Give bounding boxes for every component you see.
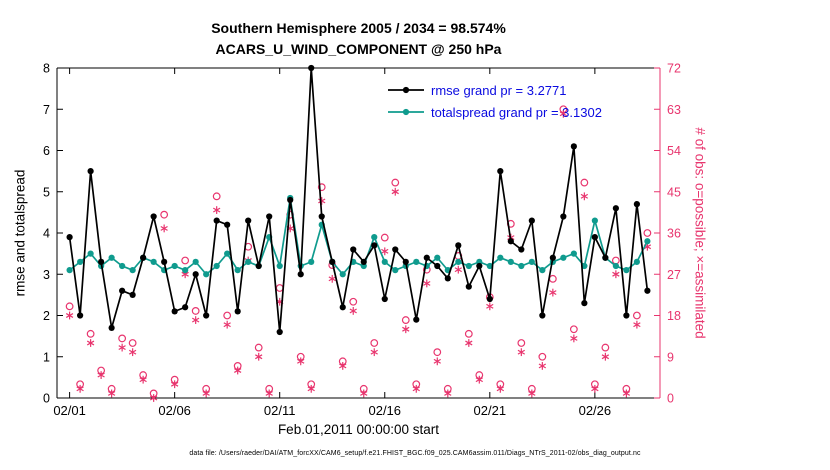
svg-text:54: 54 bbox=[667, 144, 681, 158]
svg-text:02/06: 02/06 bbox=[158, 403, 191, 418]
svg-text:02/26: 02/26 bbox=[579, 403, 612, 418]
svg-text:6: 6 bbox=[43, 144, 50, 158]
svg-text:3: 3 bbox=[43, 268, 50, 282]
data-file-caption: data file: /Users/raeder/DAI/ATM_forcXX/… bbox=[189, 450, 641, 457]
x-axis-label: Feb.01,2011 00:00:00 start bbox=[277, 422, 440, 437]
svg-text:8: 8 bbox=[43, 62, 50, 76]
legend: rmse grand pr = 3.2771 totalspread grand… bbox=[388, 79, 602, 123]
totalspread-line-swatch bbox=[388, 108, 424, 116]
svg-text:18: 18 bbox=[667, 309, 681, 323]
svg-text:27: 27 bbox=[667, 268, 681, 282]
svg-text:02/11: 02/11 bbox=[264, 403, 296, 418]
legend-label-totalspread: totalspread grand pr = 3.1302 bbox=[431, 104, 602, 120]
svg-text:72: 72 bbox=[667, 62, 681, 76]
svg-text:2: 2 bbox=[43, 309, 50, 323]
svg-text:4: 4 bbox=[43, 227, 50, 241]
svg-text:02/01: 02/01 bbox=[53, 403, 86, 418]
chart-subtitle: ACARS_U_WIND_COMPONENT @ 250 hPa bbox=[215, 41, 502, 57]
svg-text:5: 5 bbox=[43, 185, 50, 199]
svg-text:1: 1 bbox=[43, 350, 50, 364]
svg-text:02/16: 02/16 bbox=[368, 403, 401, 418]
svg-text:02/21: 02/21 bbox=[474, 403, 507, 418]
svg-text:0: 0 bbox=[43, 392, 50, 406]
svg-text:63: 63 bbox=[667, 103, 681, 117]
svg-text:0: 0 bbox=[667, 392, 674, 406]
svg-text:45: 45 bbox=[667, 185, 681, 199]
svg-text:36: 36 bbox=[667, 227, 681, 241]
legend-label-rmse: rmse grand pr = 3.2771 bbox=[431, 82, 567, 98]
svg-text:9: 9 bbox=[667, 350, 674, 364]
legend-item-rmse: rmse grand pr = 3.2771 bbox=[388, 79, 602, 101]
svg-text:7: 7 bbox=[43, 103, 50, 117]
legend-item-totalspread: totalspread grand pr = 3.1302 bbox=[388, 101, 602, 123]
rmse-line-swatch bbox=[388, 86, 424, 94]
chart-title: Southern Hemisphere 2005 / 2034 = 98.574… bbox=[211, 20, 506, 36]
